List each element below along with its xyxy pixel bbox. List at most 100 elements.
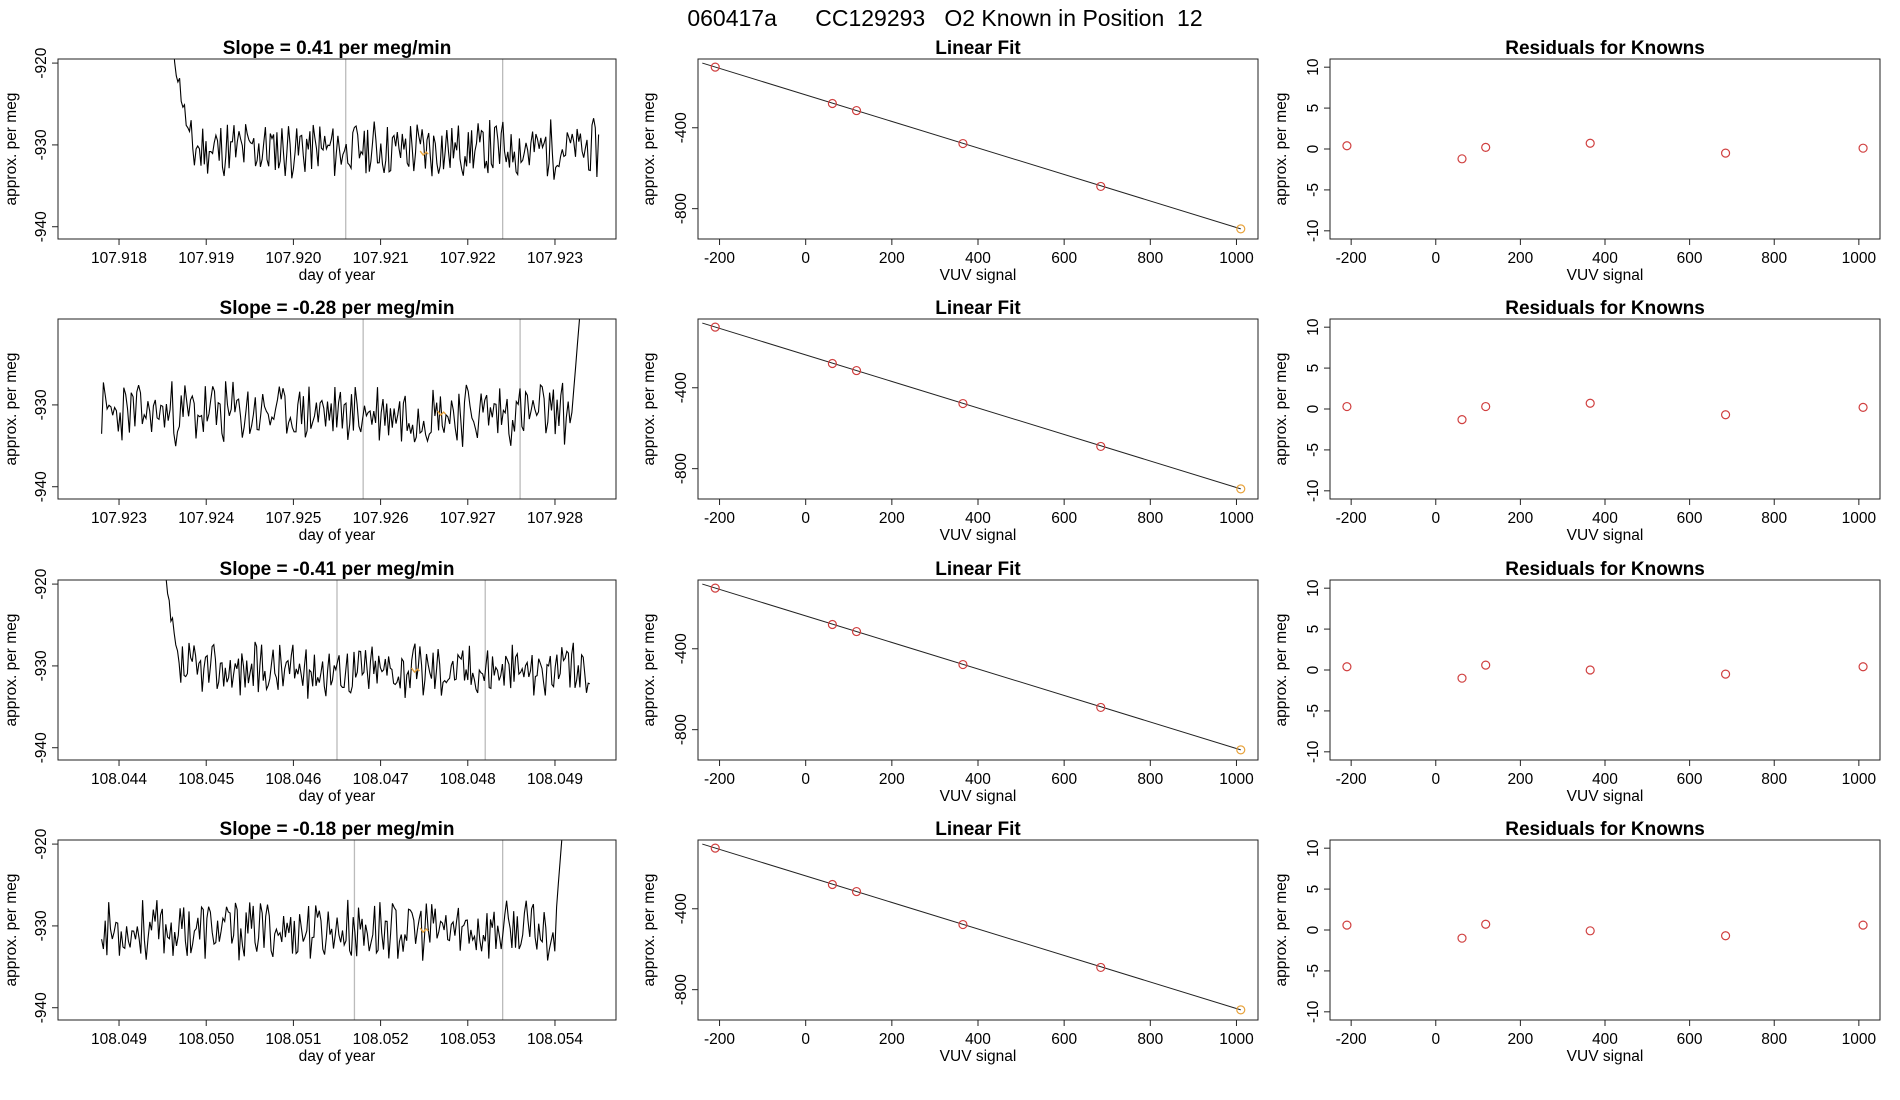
x-tick-label: 108.048 bbox=[440, 771, 496, 788]
data-point bbox=[1457, 154, 1467, 164]
x-tick-label: 400 bbox=[1592, 510, 1618, 527]
x-axis: -200 0 200 400 600 800 1000 bbox=[1336, 498, 1877, 527]
chart-panel-5: Linear Fit -200 0 200 400 600 800 1000 VUV signa… bbox=[641, 298, 1259, 544]
data-point bbox=[1342, 920, 1352, 930]
y-tick-label: -930 bbox=[33, 650, 50, 681]
x-axis-label: day of year bbox=[299, 527, 376, 544]
y-tick-label: -940 bbox=[33, 992, 50, 1023]
plot-frame bbox=[697, 839, 1259, 1021]
y-tick-label: 10 bbox=[1305, 839, 1322, 857]
x-tick-label: 800 bbox=[1137, 1031, 1163, 1048]
plot-frame bbox=[1329, 579, 1881, 761]
x-tick-label: 200 bbox=[879, 771, 905, 788]
x-tick-label: 0 bbox=[801, 1031, 810, 1048]
plot-area bbox=[702, 843, 1241, 1011]
x-axis: 108.049 108.050 108.051 108.052 108.053 108.0… bbox=[91, 1019, 583, 1048]
data-point bbox=[1096, 181, 1106, 192]
y-tick-label: 5 bbox=[1305, 625, 1322, 634]
y-tick-label: -5 bbox=[1305, 704, 1322, 718]
x-axis-label: VUV signal bbox=[940, 267, 1017, 284]
x-tick-label: 1000 bbox=[1842, 771, 1877, 788]
plot-area bbox=[173, 59, 600, 239]
x-tick-label: 0 bbox=[1431, 510, 1440, 527]
data-point bbox=[1858, 662, 1868, 672]
data-point bbox=[827, 619, 838, 630]
x-tick-label: 0 bbox=[801, 771, 810, 788]
x-tick-label: 1000 bbox=[1842, 510, 1877, 527]
y-axis: -400 -800 bbox=[673, 372, 699, 484]
data-point bbox=[710, 322, 720, 332]
plot-frame bbox=[697, 58, 1259, 240]
x-tick-label: 800 bbox=[1137, 771, 1163, 788]
x-tick-label: 200 bbox=[1507, 510, 1533, 527]
plot-area bbox=[101, 840, 563, 1020]
y-axis-label: approx. per meg bbox=[3, 93, 20, 206]
x-tick-label: 108.051 bbox=[265, 1031, 321, 1048]
y-axis: 10 5 0 -5 -10 bbox=[1305, 839, 1331, 1023]
data-point bbox=[1481, 660, 1491, 670]
y-axis-label: approx. per meg bbox=[3, 874, 20, 987]
y-tick-label: -5 bbox=[1305, 964, 1322, 978]
fit-line bbox=[702, 583, 1241, 751]
fit-line bbox=[702, 843, 1241, 1011]
y-tick-label: -930 bbox=[33, 910, 50, 941]
chart-title: Slope = -0.18 per meg/min bbox=[220, 819, 455, 840]
x-tick-label: 600 bbox=[1051, 250, 1077, 267]
x-tick-label: -200 bbox=[1336, 1031, 1367, 1048]
x-tick-label: 107.926 bbox=[353, 510, 409, 527]
y-tick-label: -5 bbox=[1305, 443, 1322, 457]
x-axis: 107.918 107.919 107.920 107.921 107.922 107.9… bbox=[91, 238, 583, 267]
x-tick-label: -200 bbox=[1336, 771, 1367, 788]
data-point bbox=[1236, 484, 1246, 494]
highlight-segment bbox=[410, 667, 420, 674]
data-point bbox=[1720, 931, 1731, 941]
y-tick-label: -10 bbox=[1305, 1000, 1322, 1023]
y-tick-label: -930 bbox=[33, 389, 50, 420]
plot-area bbox=[702, 583, 1241, 751]
data-point bbox=[1585, 926, 1595, 936]
fit-line bbox=[702, 322, 1241, 490]
chart-panel-2: Linear Fit -200 0 200 400 600 800 1000 VUV signa… bbox=[641, 38, 1259, 284]
plot-area bbox=[702, 322, 1241, 490]
x-tick-label: 0 bbox=[1431, 250, 1440, 267]
y-axis: 10 5 0 -5 -10 bbox=[1305, 318, 1331, 502]
plot-frame bbox=[697, 318, 1259, 500]
x-axis: -200 0 200 400 600 800 1000 bbox=[1336, 238, 1877, 267]
x-tick-label: 107.924 bbox=[178, 510, 234, 527]
x-tick-label: 108.045 bbox=[178, 771, 234, 788]
chart-title: Residuals for Knowns bbox=[1505, 819, 1705, 840]
y-tick-label: -920 bbox=[33, 828, 50, 859]
x-tick-label: 108.052 bbox=[353, 1031, 409, 1048]
data-point bbox=[851, 886, 862, 897]
x-tick-label: 400 bbox=[1592, 1031, 1618, 1048]
y-axis-label: approx. per meg bbox=[641, 93, 658, 206]
x-tick-label: 1000 bbox=[1219, 250, 1254, 267]
chart-title: Linear Fit bbox=[935, 819, 1021, 840]
chart-title: Slope = 0.41 per meg/min bbox=[223, 38, 452, 59]
x-tick-label: 107.923 bbox=[527, 250, 583, 267]
x-tick-label: 108.053 bbox=[440, 1031, 496, 1048]
x-tick-label: 800 bbox=[1137, 250, 1163, 267]
chart-title: Linear Fit bbox=[935, 298, 1021, 319]
data-point bbox=[710, 843, 720, 853]
x-tick-label: 800 bbox=[1137, 510, 1163, 527]
chart-title: Slope = -0.41 per meg/min bbox=[220, 559, 455, 580]
x-axis-label: VUV signal bbox=[1567, 1048, 1644, 1065]
x-tick-label: 1000 bbox=[1842, 250, 1877, 267]
y-axis: -930 -940 bbox=[33, 389, 59, 502]
y-tick-label: -10 bbox=[1305, 740, 1322, 763]
y-axis-label: approx. per meg bbox=[1273, 874, 1290, 987]
x-tick-label: 108.047 bbox=[353, 771, 409, 788]
x-tick-label: 400 bbox=[1592, 771, 1618, 788]
x-tick-label: 800 bbox=[1761, 1031, 1787, 1048]
data-point bbox=[958, 659, 968, 670]
y-tick-label: 5 bbox=[1305, 885, 1322, 894]
x-tick-label: 200 bbox=[879, 1031, 905, 1048]
x-axis: -200 0 200 400 600 800 1000 bbox=[704, 238, 1254, 267]
data-point bbox=[1342, 141, 1352, 151]
x-tick-label: 600 bbox=[1051, 771, 1077, 788]
x-tick-label: -200 bbox=[704, 250, 735, 267]
data-point bbox=[1096, 702, 1106, 713]
